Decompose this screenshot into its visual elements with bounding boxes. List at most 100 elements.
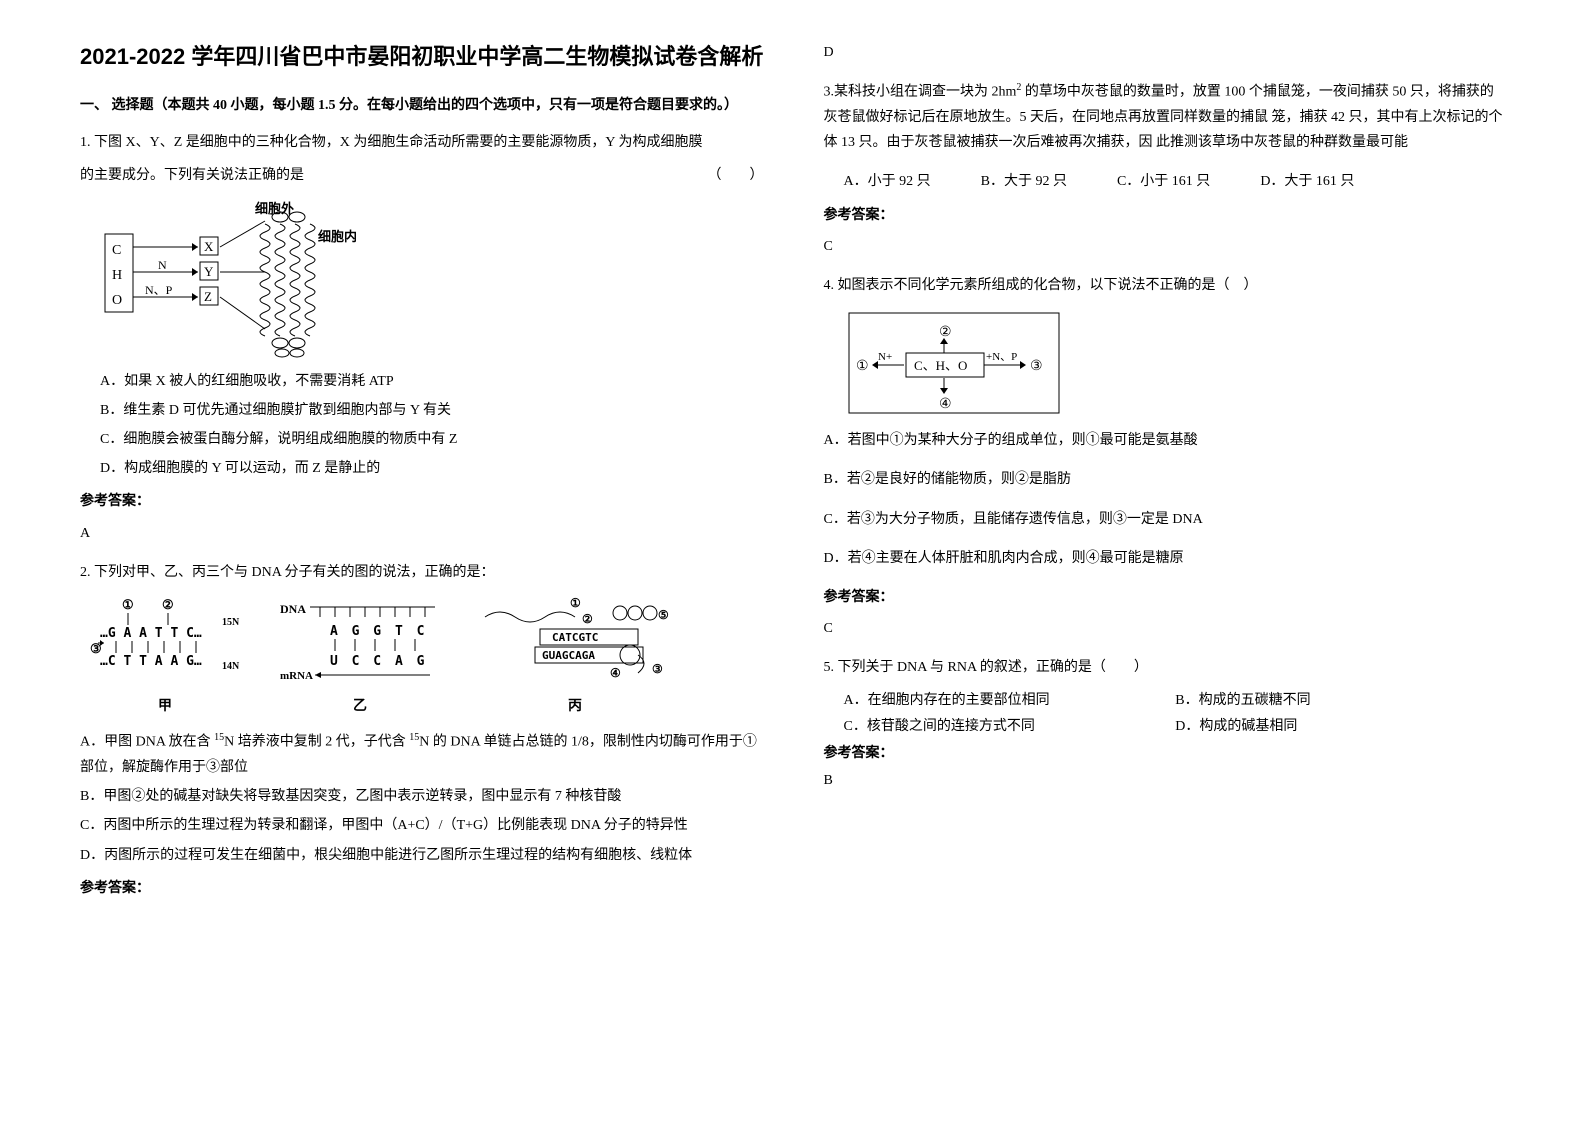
q4-bottom: ④ [939,397,952,412]
q2-bing-svg: ① ② ⑤ CATCGTC GUAGCAGA ④ ③ [480,595,670,685]
q5-text: 5. 下列关于 DNA 与 RNA 的叙述，正确的是（ ） [824,655,1508,680]
q1-opt-b: B．维生素 D 可优先通过细胞膜扩散到细胞内部与 Y 有关 [100,398,764,423]
q2-options: A．甲图 DNA 放在含 15N 培养液中复制 2 代，子代含 15N 的 DN… [80,729,764,868]
yi-mrna: mRNA [280,670,313,682]
q4-right: ③ [1030,359,1043,374]
q2-figure: ① ② 15N …G A A T T C… ③ …C T T A A G… [90,595,764,719]
q1-answer-label: 参考答案： [80,489,764,514]
y-label: Y [204,264,214,279]
q5-text-body: 下列关于 DNA 与 RNA 的叙述，正确的是（ ） [838,660,1148,675]
bing-seq2: GUAGCAGA [542,649,595,662]
bing-m3: ③ [652,662,663,676]
q4-opt-b: B．若②是良好的储能物质，则②是脂肪 [824,467,1508,492]
q1-options: A．如果 X 被人的红细胞吸收，不需要消耗 ATP B．维生素 D 可优先通过细… [100,369,764,482]
yi-dna: DNA [280,602,306,616]
q2-text-body: 下列对甲、乙、丙三个与 DNA 分子有关的图的说法，正确的是： [94,565,495,580]
jia-15n: 15N [222,617,240,628]
arrow-x-head [192,243,198,251]
arrow-z-head [192,293,198,301]
q3-answer-label: 参考答案： [824,203,1508,228]
q4-right-label: +N、P [986,351,1017,363]
n-label-1: N [158,258,167,272]
arrow-y-head [192,268,198,276]
q2-panel-jia: ① ② 15N …G A A T T C… ③ …C T T A A G… [90,595,240,719]
question-3: 3.某科技小组在调查一块为 2hm2 的草场中灰苍鼠的数量时，放置 100 个捕… [824,79,1508,259]
c-label: C [112,243,121,258]
q2a-sup1: 15 [214,732,224,743]
q2-opt-c: C．丙图中所示的生理过程为转录和翻译，甲图中（A+C）/（T+G）比例能表现 D… [80,813,764,838]
q4c-text: 若③为大分子物质，且能储存遗传信息，则③一定是 DNA [847,512,1203,527]
q2-yi-svg: DNA A G G T C U C C A G [280,595,440,685]
yi-dnaseq: A G G T C [330,624,427,639]
q2-answer: D [824,40,1508,65]
q4-left-label: N+ [878,351,892,363]
q3-opt-d: D．大于 161 只 [1260,169,1354,194]
q2d-text: 丙图所示的过程可发生在细菌中，根尖细胞中能进行乙图所示生理过程的结构有细胞核、线… [104,848,692,863]
q3-answer: C [824,234,1508,259]
q4-center: C、H、O [914,358,967,373]
q4-svg: ② ① N+ C、H、O +N、P ③ ④ [844,308,1064,418]
question-2: 2. 下列对甲、乙、丙三个与 DNA 分子有关的图的说法，正确的是： ① ② 1… [80,560,764,901]
q2c-text: 丙图中所示的生理过程为转录和翻译，甲图中（A+C）/（T+G）比例能表现 DNA… [103,818,687,833]
q4-text-body: 如图表示不同化学元素所组成的化合物，以下说法不正确的是（ ） [838,278,1258,293]
q4-opt-c: C．若③为大分子物质，且能储存遗传信息，则③一定是 DNA [824,507,1508,532]
left-column: 2021-2022 学年四川省巴中市晏阳初职业中学高二生物模拟试卷含解析 一、 … [50,40,794,1082]
q4-text: 4. 如图表示不同化学元素所组成的化合物，以下说法不正确的是（ ） [824,273,1508,298]
q1-line1: 下图 X、Y、Z 是细胞中的三种化合物，X 为细胞生命活动所需要的主要能源物质，… [94,135,702,150]
q4a-text: 若图中①为某种大分子的组成单位，则①最可能是氨基酸 [848,433,1198,448]
q4-options: A．若图中①为某种大分子的组成单位，则①最可能是氨基酸 B．若②是良好的储能物质… [824,428,1508,571]
question-4: 4. 如图表示不同化学元素所组成的化合物，以下说法不正确的是（ ） ② ① N+… [824,273,1508,641]
q4-top: ② [939,325,952,340]
jia-14n: 14N [222,661,240,672]
q2a-p2: N 培养液中复制 2 代，子代含 [224,735,409,750]
q2-opt-a: A．甲图 DNA 放在含 15N 培养液中复制 2 代，子代含 15N 的 DN… [80,729,764,780]
jia-top: …G A A T T C… [100,626,202,641]
q2-opt-b: B．甲图②处的碱基对缺失将导致基因突变，乙图中表示逆转录，图中显示有 7 种核苷… [80,784,764,809]
q3-l1b: 的草场中灰苍鼠的数量时，放置 100 个捕鼠笼，一夜间捕获 [1021,85,1389,100]
q1-line2-left: 的主要成分。下列有关说法正确的是 [80,163,304,188]
q2-caption-jia: 甲 [90,694,240,719]
q4-figure: ② ① N+ C、H、O +N、P ③ ④ [844,308,1508,418]
q1-figure: 细胞外 细胞内 C H O X N Y N、P [100,199,764,359]
q5-opt-a: A．在细胞内存在的主要部位相同 [844,688,1176,713]
jia-basepairs [116,641,196,653]
section-header: 一、 选择题（本题共 40 小题，每小题 1.5 分。在每小题给出的四个选项中，… [80,93,764,118]
right-column: D 3.某科技小组在调查一块为 2hm2 的草场中灰苍鼠的数量时，放置 100 … [794,40,1538,1082]
q3-text: 3.某科技小组在调查一块为 2hm2 的草场中灰苍鼠的数量时，放置 100 个捕… [824,79,1508,155]
q5-answer-label: 参考答案： [824,741,1508,766]
q2-caption-bing: 丙 [480,694,670,719]
bing-m2: ② [582,612,593,626]
np-label: N、P [145,283,173,297]
bing-m1: ① [570,596,581,610]
q2-panel-yi: DNA A G G T C U C C A G [280,595,440,719]
q1-svg: 细胞外 细胞内 C H O X N Y N、P [100,199,360,359]
q3-opt-b: B．大于 92 只 [981,169,1067,194]
q1-opt-b-text: 维生素 D 可优先通过细胞膜扩散到细胞内部与 Y 有关 [123,403,451,418]
q4b-text: 若②是良好的储能物质，则②是脂肪 [847,472,1071,487]
q5-answer: B [824,768,1508,793]
q2-panel-bing: ① ② ⑤ CATCGTC GUAGCAGA ④ ③ 丙 [480,595,670,719]
jia-m2: ② [162,597,174,612]
q4d-text: 若④主要在人体肝脏和肌肉内合成，则④最可能是糖原 [848,551,1184,566]
q1-answer: A [80,521,764,546]
q2-answer-label: 参考答案： [80,876,764,901]
q2-opt-d: D．丙图所示的过程可发生在细菌中，根尖细胞中能进行乙图所示生理过程的结构有细胞核… [80,843,764,868]
q2a-p1: A．甲图 DNA 放在含 [80,735,214,750]
q3-opt-a: A．小于 92 只 [844,169,931,194]
h-label: H [112,268,122,283]
q1-opt-c: C．细胞膜会被蛋白酶分解，说明组成细胞膜的物质中有 Z [100,427,764,452]
q2b-text: 甲图②处的碱基对缺失将导致基因突变，乙图中表示逆转录，图中显示有 7 种核苷酸 [103,789,621,804]
bing-seq1: CATCGTC [552,631,598,644]
q5-opt-d: D．构成的碱基相同 [1175,714,1507,739]
q1-opt-c-text: 细胞膜会被蛋白酶分解，说明组成细胞膜的物质中有 Z [123,432,457,447]
q1-line2: 的主要成分。下列有关说法正确的是 （ ） [80,163,764,188]
q1-line2-right: （ ） [708,163,764,188]
q3-number: 3. [824,85,835,100]
q1-number: 1. [80,135,91,150]
q1-opt-a: A．如果 X 被人的红细胞吸收，不需要消耗 ATP [100,369,764,394]
q5-options: A．在细胞内存在的主要部位相同 B．构成的五碳糖不同 C．核苷酸之间的连接方式不… [844,688,1508,738]
q4-answer: C [824,616,1508,641]
q3-l1a: 某科技小组在调查一块为 2hm [834,85,1016,100]
membrane-icon [220,212,315,357]
jia-m1: ① [122,597,134,612]
